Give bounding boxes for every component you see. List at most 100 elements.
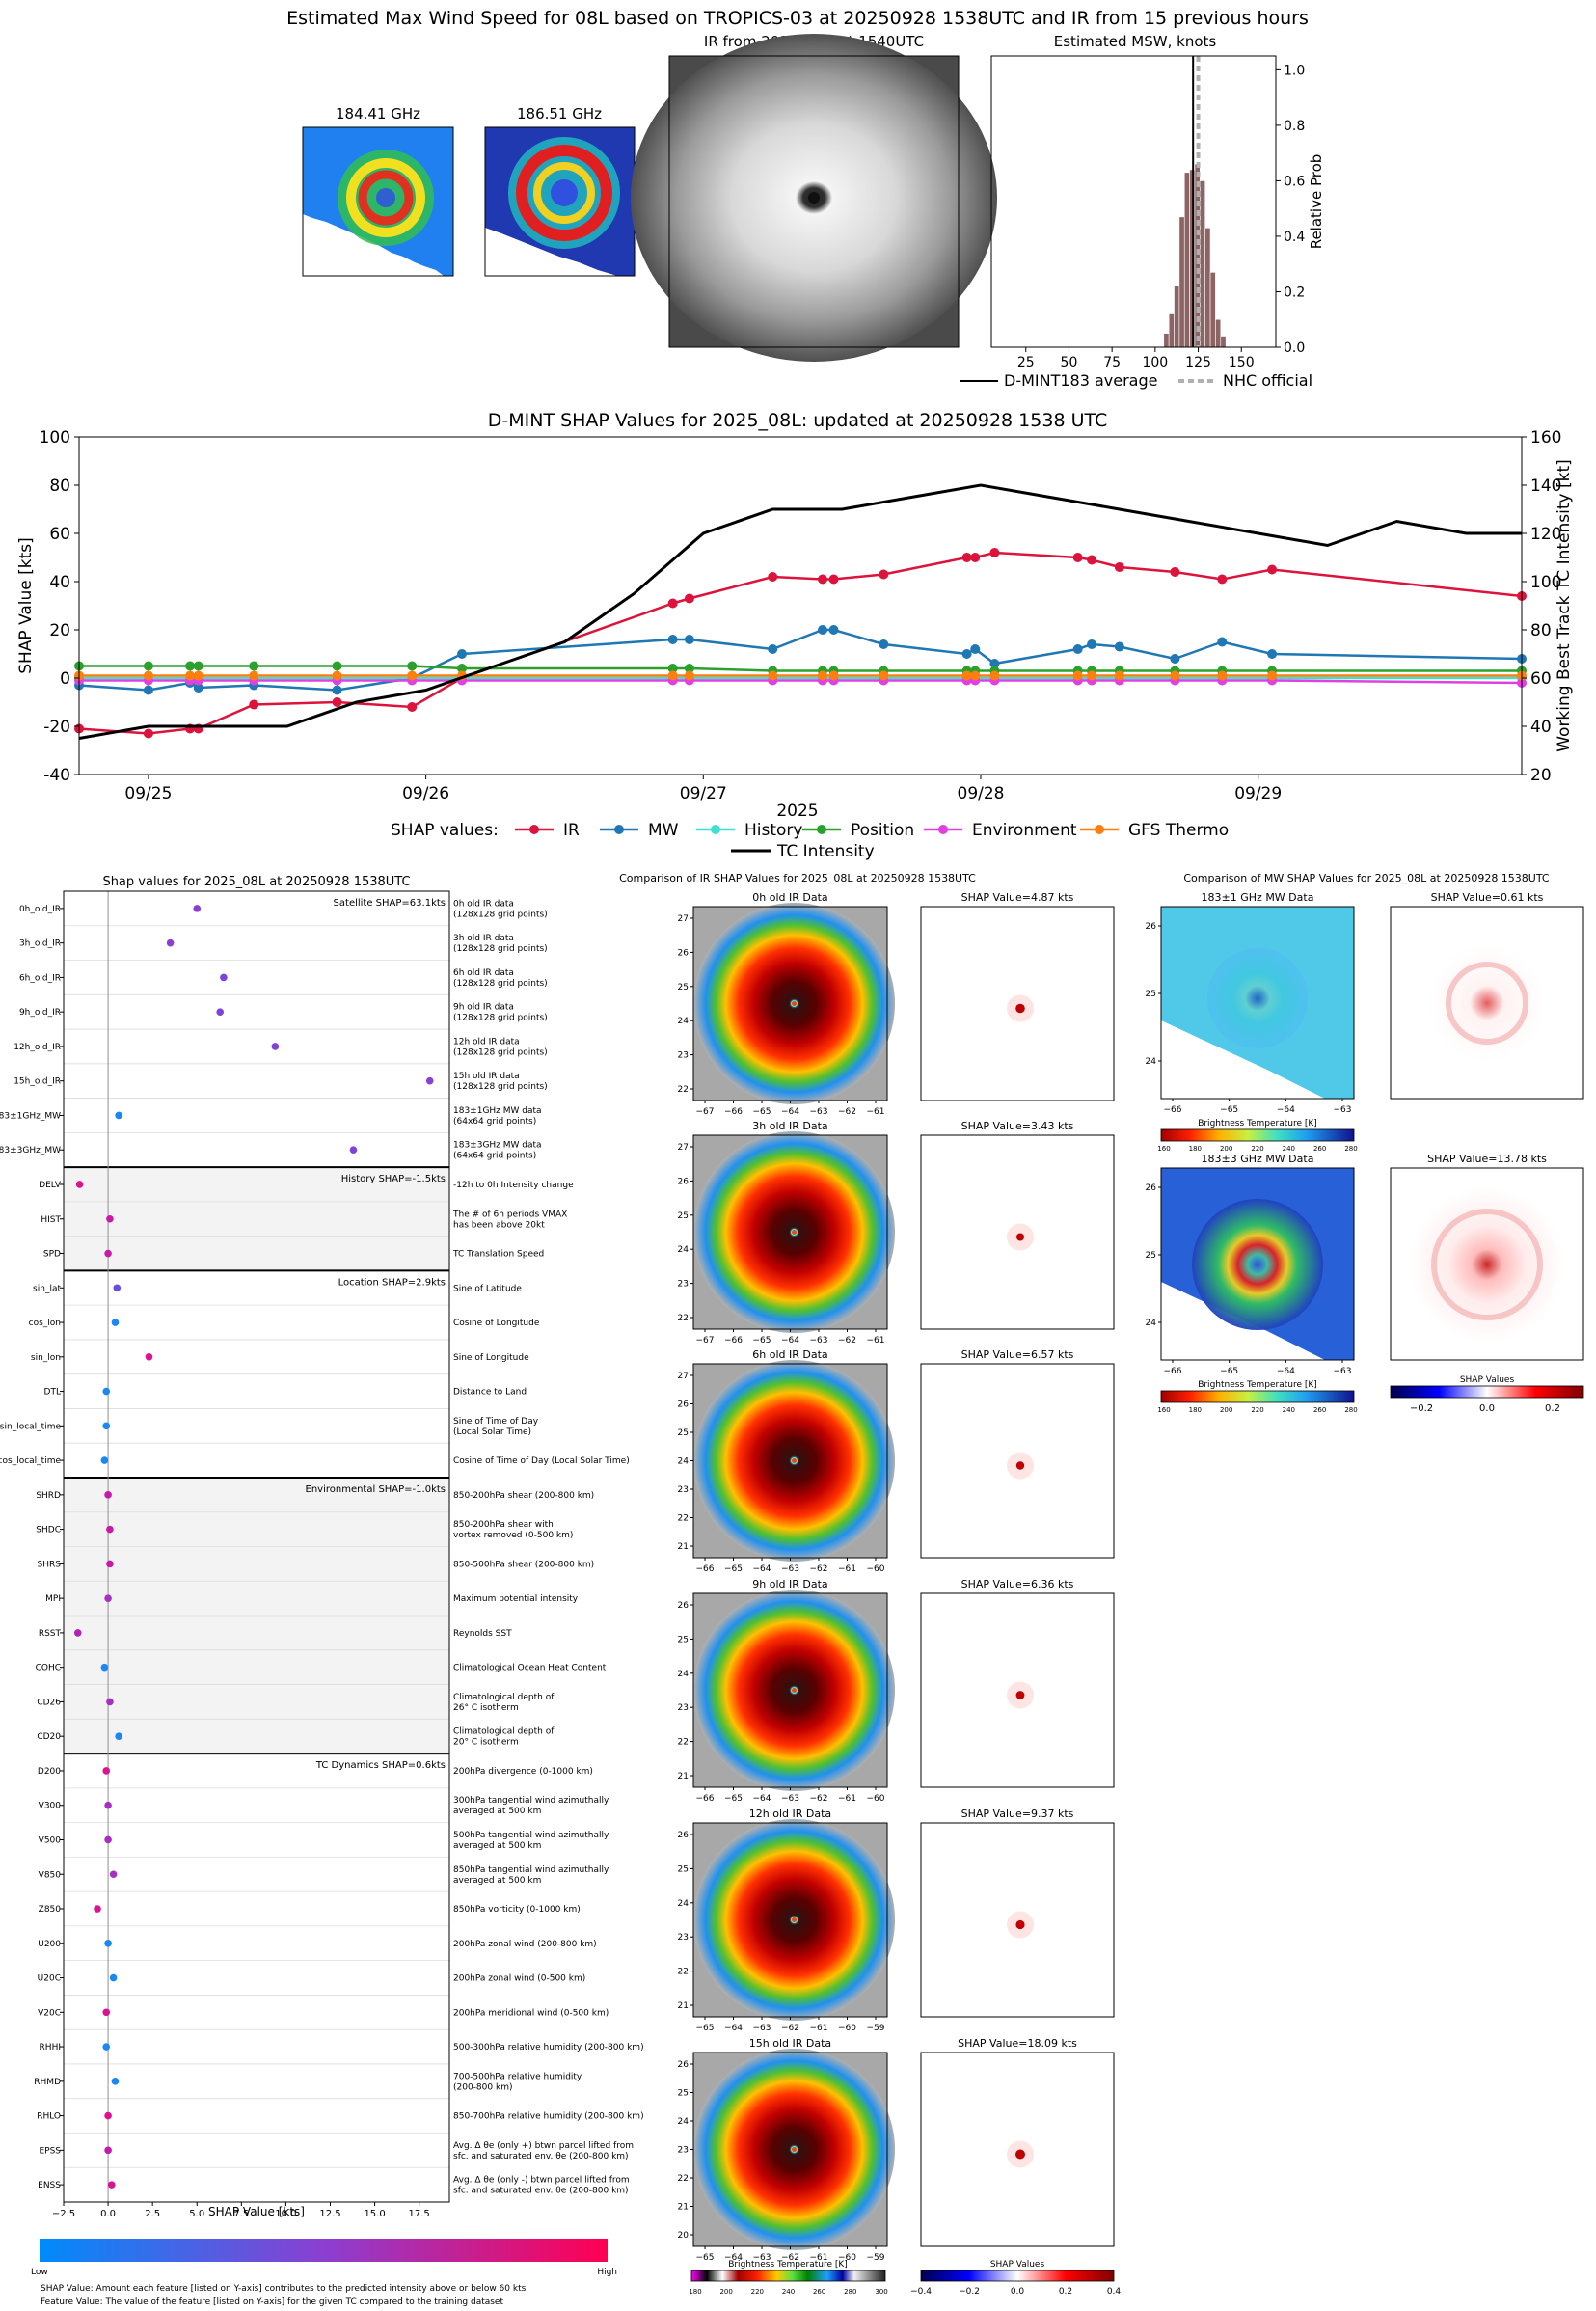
series-point-mw — [818, 625, 828, 635]
feature-description: 3h old IR data — [453, 934, 514, 943]
mw-ytick-label: 24 — [1146, 1057, 1157, 1067]
series-point-mw — [1170, 654, 1180, 664]
ir-ytick-label: 24 — [678, 2117, 690, 2127]
ir-panel-center — [791, 1229, 798, 1236]
feature-shap-point — [106, 1698, 114, 1706]
hist-bar — [1209, 272, 1216, 348]
feature-shap-point — [111, 1319, 120, 1326]
ir-xtick-label: −60 — [838, 2253, 856, 2263]
feature-description: (Local Solar Time) — [453, 1427, 531, 1437]
mw-shap-title: SHAP Value=13.78 kts — [1427, 1153, 1547, 1165]
feature-name-label: sin_lon — [31, 1353, 61, 1363]
feature-name-label: sin_lat — [33, 1284, 61, 1293]
series-point-mw — [828, 625, 839, 635]
shap-time-ytick-label: 60 — [49, 525, 70, 544]
series-point-mw — [970, 644, 981, 654]
feature-description: Maximum potential intensity — [453, 1594, 579, 1604]
series-point-gfs-thermo — [828, 670, 839, 681]
feature-description: Avg. Δ θe (only -) btwn parcel lifted fr… — [453, 2176, 630, 2186]
legend-nhc-label: NHC official — [1223, 371, 1312, 390]
feature-name-label: RHHI — [40, 2043, 61, 2053]
ir-xtick-label: −63 — [810, 1336, 828, 1346]
feature-description: 12h old IR data — [453, 1037, 520, 1047]
series-point-gfs-thermo — [249, 670, 259, 681]
ir-ytick-label: 26 — [678, 948, 690, 958]
series-point-mw — [879, 639, 889, 649]
feature-description: Sine of Time of Day — [453, 1417, 539, 1427]
hist-bar — [1200, 180, 1205, 348]
feature-xtick-label: 2.5 — [145, 2209, 160, 2219]
ir-xtick-label: −67 — [696, 1107, 715, 1117]
mw-bt-tick-label: 240 — [1283, 1145, 1295, 1153]
feature-axes — [63, 890, 450, 2203]
feature-group-label: Satellite SHAP=63.1kts — [334, 898, 446, 909]
feature-xtick-label: 12.5 — [319, 2209, 340, 2219]
series-point-ir — [961, 553, 972, 562]
ir-ytick-label: 21 — [678, 1772, 689, 1781]
series-point-mw — [961, 649, 972, 659]
shap-time-ytick-label: 100 — [40, 428, 70, 448]
shap-time-y2tick-label: 120 — [1530, 525, 1561, 544]
feature-name-label: HIST — [41, 1215, 61, 1225]
shap-time-xtick-label: 09/28 — [958, 784, 1005, 803]
shap-time-y2tick-label: 80 — [1530, 621, 1552, 640]
feature-group-shade — [64, 1167, 449, 1271]
ir-ytick-label: 25 — [678, 1635, 689, 1645]
legend-avg-label: D-MINT183 average — [1004, 371, 1157, 390]
series-point-position — [185, 661, 196, 671]
feature-xtick-label: 5.0 — [189, 2209, 204, 2219]
series-point-ir — [828, 574, 839, 585]
ir-bt-tick-label: 200 — [719, 2288, 732, 2296]
feature-name-label: cos_lon — [29, 1319, 61, 1328]
mw2-eye — [551, 179, 578, 206]
feature-description: (64x64 grid points) — [453, 1152, 536, 1161]
ir-shap-tick-label: −0.2 — [959, 2287, 980, 2297]
feature-description: 183±1GHz MW data — [453, 1106, 542, 1116]
ir-xtick-label: −66 — [696, 1564, 715, 1574]
feature-name-label: U20C — [38, 1974, 61, 1984]
series-point-gfs-thermo — [407, 670, 418, 681]
feature-shap-point — [109, 1973, 118, 1982]
hist-ytick-label: 0.4 — [1284, 230, 1305, 245]
shap-time-ytick-label: -40 — [43, 766, 70, 785]
feature-description: (128x128 grid points) — [453, 1047, 548, 1057]
mw-ytick-label: 24 — [1146, 1319, 1157, 1328]
feature-shap-point — [111, 2078, 120, 2085]
shap-time-xtick-label: 09/29 — [1234, 784, 1282, 803]
series-point-gfs-thermo — [193, 670, 203, 681]
ir-shap-peak — [1015, 2149, 1025, 2160]
feature-description: 500-300hPa relative humidity (200-800 km… — [453, 2043, 644, 2053]
shap-time-y2tick-label: 20 — [1530, 766, 1552, 785]
mw2-ring-red — [516, 145, 612, 241]
hist-bar — [1204, 228, 1211, 348]
shap-time-ytick-label: 80 — [49, 476, 70, 496]
ir-xtick-label: −64 — [753, 1564, 771, 1574]
feature-shap-point — [104, 1249, 112, 1258]
series-point-gfs-thermo — [1114, 670, 1124, 681]
shap-time-ytick-label: -20 — [43, 718, 70, 737]
feature-shap-point — [104, 1835, 112, 1844]
mw-xtick-label: −64 — [1277, 1105, 1295, 1115]
shap-time-xlabel: 2025 — [776, 802, 818, 821]
ir-ytick-label: 25 — [678, 983, 689, 992]
series-point-gfs-thermo — [1267, 670, 1278, 681]
legend-marker-environment — [938, 825, 948, 834]
feature-description: -12h to 0h Intensity change — [453, 1181, 574, 1190]
feature-shap-point — [102, 1767, 111, 1775]
hist-xtick-label: 50 — [1061, 355, 1078, 370]
ir-xtick-label: −59 — [867, 2253, 885, 2263]
legend-label-gfs-thermo: GFS Thermo — [1128, 821, 1229, 840]
series-point-ir — [407, 702, 418, 712]
feature-xtick-label: 15.0 — [364, 2209, 385, 2219]
mw-xtick-label: −66 — [1164, 1105, 1182, 1115]
mw-shap-colorbar-label: SHAP Values — [1460, 1375, 1515, 1385]
mw-shap-tick-label: 0.0 — [1479, 1403, 1495, 1414]
ir-bt-tick-label: 180 — [689, 2288, 701, 2296]
feature-description: Avg. Δ θe (only +) btwn parcel lifted fr… — [453, 2141, 634, 2151]
feature-description: (128x128 grid points) — [453, 1014, 548, 1023]
series-point-mw — [1072, 644, 1083, 654]
ir-ytick-label: 23 — [678, 1933, 689, 1943]
feature-description: averaged at 500 km — [453, 1876, 541, 1886]
ir-shap-peak — [1015, 1691, 1025, 1699]
